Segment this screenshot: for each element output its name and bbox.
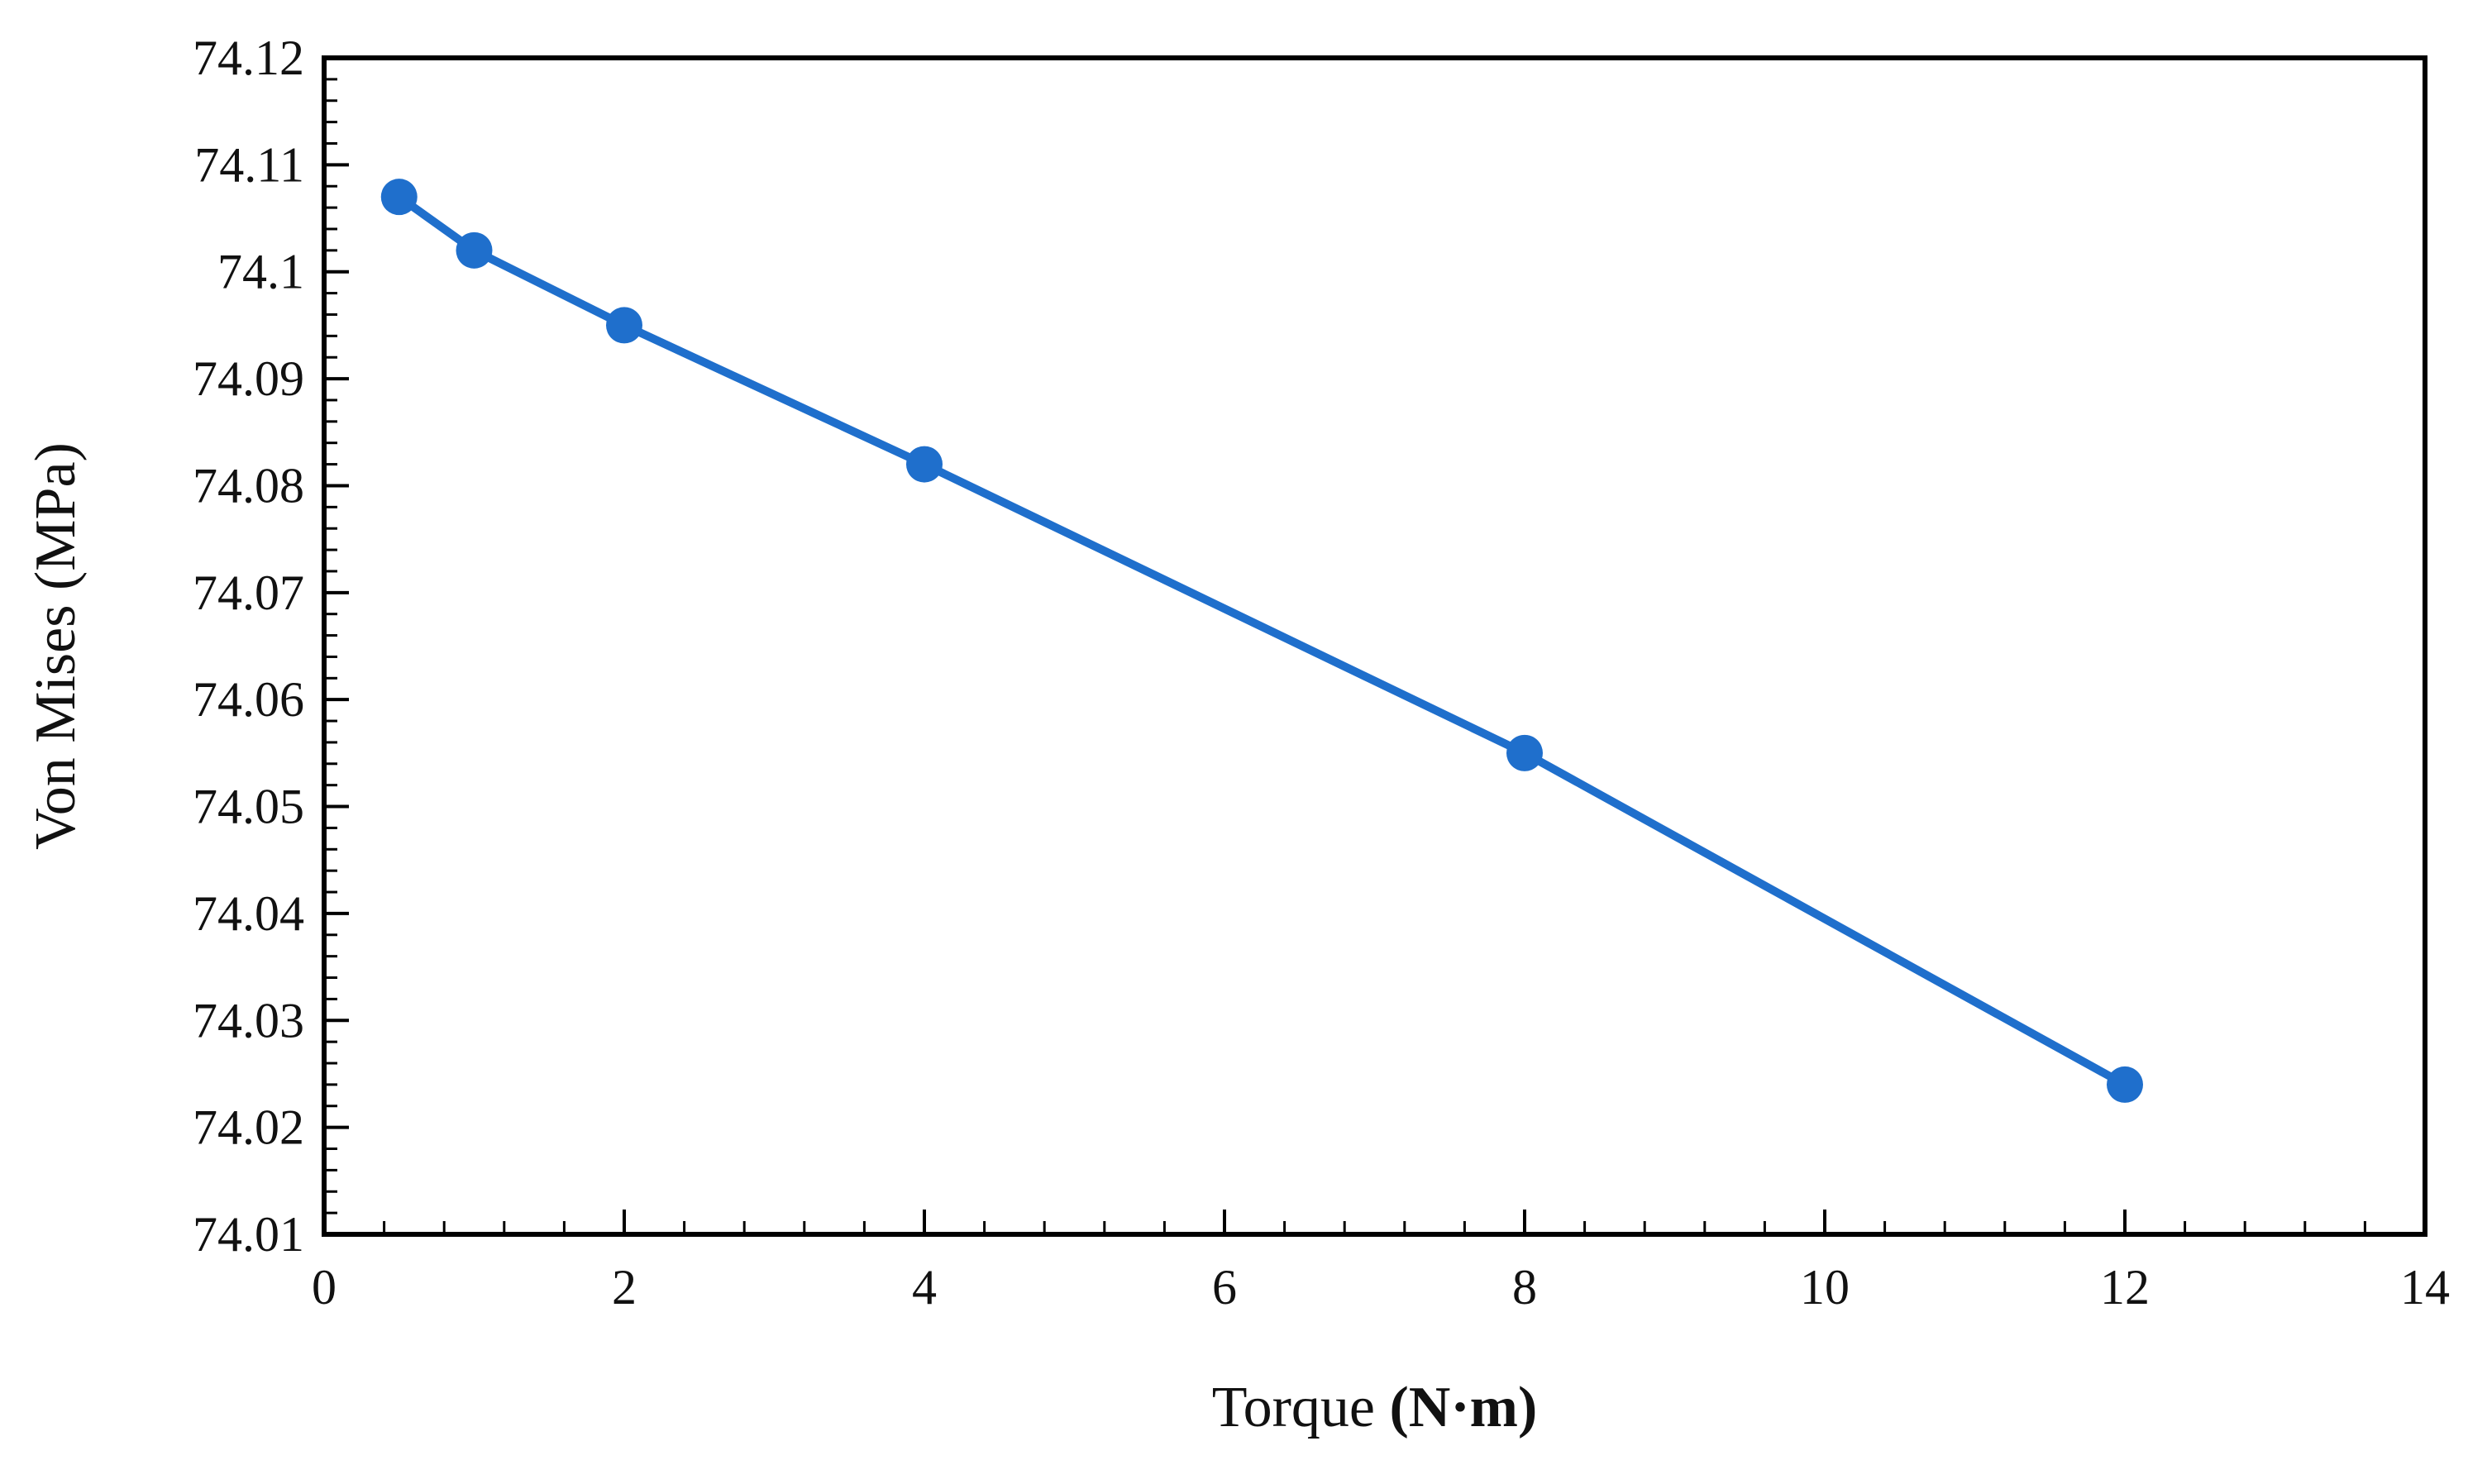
minor-ticks <box>324 78 2366 1234</box>
x-axis-title: Torque (N·m) <box>1212 1376 1538 1439</box>
y-tick-labels: 74.01 74.02 74.03 74.04 74.05 74.06 74.07 74.08… <box>193 31 304 1262</box>
plot-frame <box>322 55 2427 1237</box>
y-tick-label: 74.05 <box>193 780 304 834</box>
x-axis-title-text: Torque <box>1212 1376 1375 1439</box>
x-tick-label: 6 <box>1212 1260 1237 1315</box>
y-tick-label: 74.06 <box>193 672 304 727</box>
y-tick-label: 74.04 <box>193 886 304 941</box>
x-tick-label: 0 <box>312 1260 337 1315</box>
data-point <box>606 307 642 344</box>
x-tick-label: 2 <box>612 1260 637 1315</box>
x-tick-label: 10 <box>1800 1260 1850 1315</box>
y-axis-title: Von Mises (MPa) <box>24 442 88 850</box>
y-tick-label: 74.03 <box>193 993 304 1047</box>
y-tick-label: 74.12 <box>193 31 304 85</box>
data-point <box>2107 1066 2143 1103</box>
y-tick-label: 74.11 <box>194 137 304 192</box>
data-point <box>456 231 493 269</box>
y-tick-label: 74.09 <box>193 351 304 406</box>
y-tick-label: 74.08 <box>193 458 304 513</box>
x-tick-label: 8 <box>1512 1260 1537 1315</box>
y-tick-label: 74.01 <box>193 1207 304 1262</box>
x-tick-label: 14 <box>2400 1260 2450 1315</box>
x-tick-label: 12 <box>2100 1260 2150 1315</box>
x-tick-label: 4 <box>912 1260 937 1315</box>
data-point <box>1506 734 1543 771</box>
data-point <box>380 179 418 216</box>
y-tick-label: 74.1 <box>217 245 304 299</box>
series-line <box>396 193 2127 1089</box>
x-axis-title-unit: (N·m) <box>1389 1376 1537 1439</box>
major-ticks <box>322 56 2427 1236</box>
series-layer <box>380 179 2143 1103</box>
x-tick-labels: 0 2 4 6 8 10 12 14 <box>312 1260 2450 1315</box>
y-tick-label: 74.02 <box>193 1100 304 1155</box>
y-tick-label: 74.07 <box>193 565 304 620</box>
data-point <box>906 446 943 483</box>
